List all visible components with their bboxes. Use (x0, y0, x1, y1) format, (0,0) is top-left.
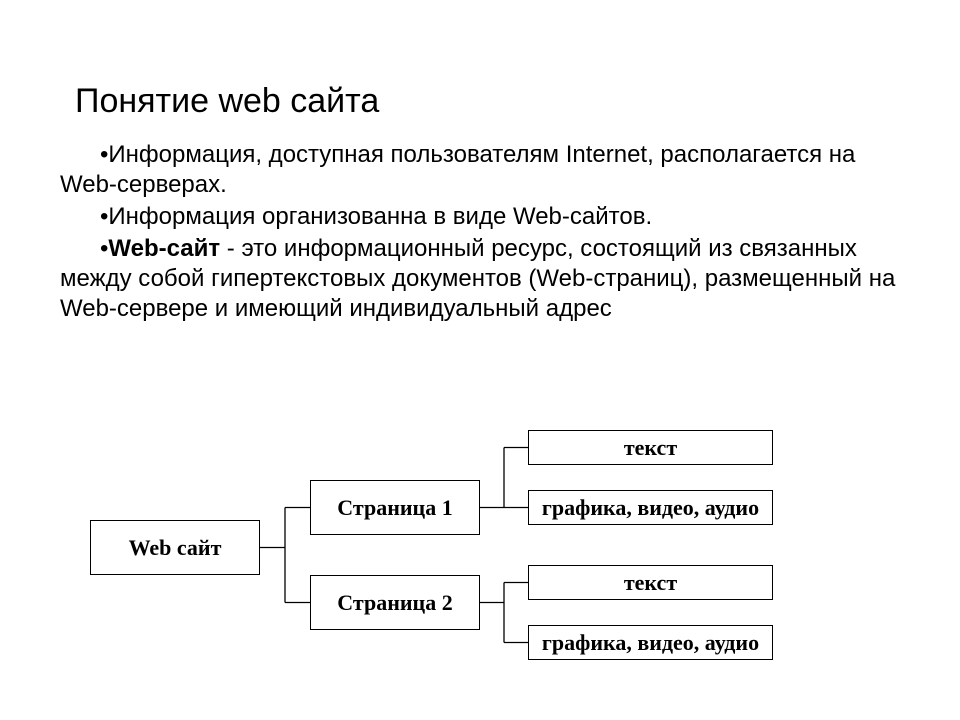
tree-node-p2: Страница 2 (310, 575, 480, 630)
tree-node-p1c1: текст (528, 430, 773, 465)
tree-node-p1c2: графика, видео, аудио (528, 490, 773, 525)
tree-node-root: Web сайт (90, 520, 260, 575)
tree-connectors (0, 0, 960, 720)
tree-node-p2c1: текст (528, 565, 773, 600)
tree-node-p2c2: графика, видео, аудио (528, 625, 773, 660)
tree-node-p1: Страница 1 (310, 480, 480, 535)
tree-diagram: Web сайт Страница 1 Страница 2 текст графика… (0, 0, 960, 720)
slide: Понятие web сайта Информация, доступная … (0, 0, 960, 720)
